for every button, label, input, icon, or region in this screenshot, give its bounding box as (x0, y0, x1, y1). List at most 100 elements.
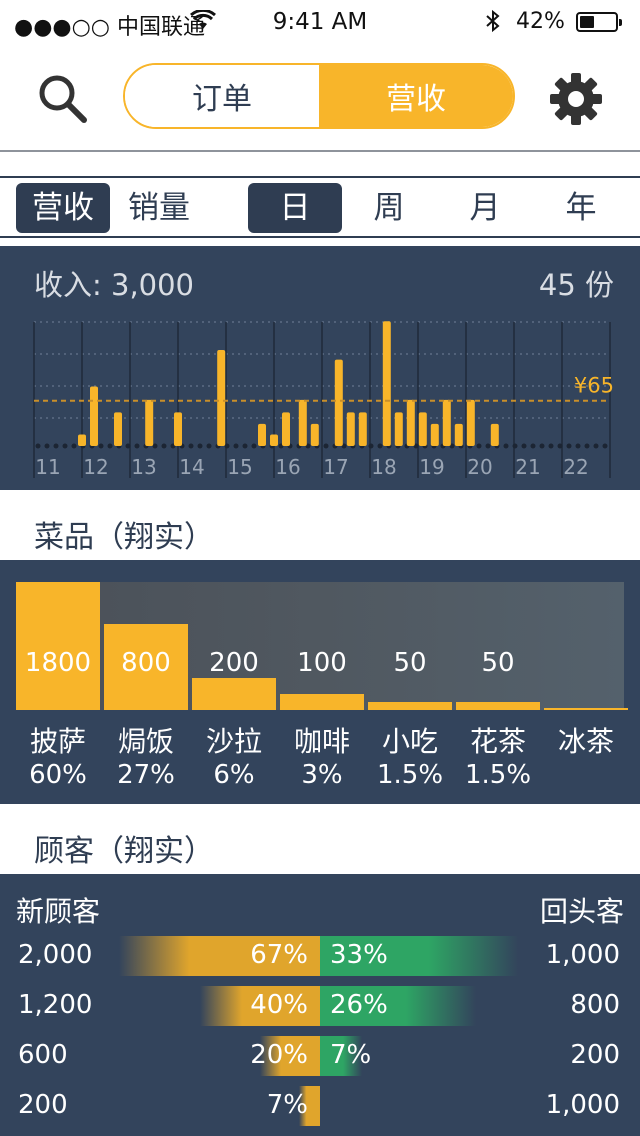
customer-row: 1,200 40% 26% 800 (0, 986, 640, 1026)
returning-customer-bar (320, 1036, 362, 1076)
dish-bar (192, 678, 276, 710)
dish-percent: 6% (213, 760, 255, 790)
tab-sales[interactable]: 销量 (128, 190, 190, 226)
dish-bar (456, 702, 540, 710)
baseline-dot (575, 443, 581, 449)
dish-percent: 60% (29, 760, 87, 790)
dish-name: 披萨 (29, 725, 86, 758)
baseline-dot (593, 443, 599, 449)
dish-name: 焗饭 (117, 725, 174, 758)
dish-bar-column: 800 (104, 582, 188, 710)
customer-row: 2,000 67% 33% 1,000 (0, 936, 640, 976)
tab-year[interactable]: 年 (565, 190, 597, 226)
baseline-dot (413, 443, 419, 449)
tab-revenue[interactable]: 营收 (16, 183, 110, 233)
baseline-dot (125, 443, 131, 449)
dish-bar (368, 702, 452, 710)
new-customer-bar (119, 936, 320, 976)
dishes-section-title: 菜品（翔实） (34, 520, 214, 555)
baseline-dot (512, 443, 518, 449)
baseline-dot (206, 443, 212, 449)
dish-name: 花茶 (469, 725, 526, 758)
baseline-dot (584, 443, 590, 449)
baseline-dot (485, 443, 491, 449)
x-tick-label: 15 (227, 455, 252, 479)
x-tick-label: 20 (467, 455, 492, 479)
chart-bar (442, 399, 451, 446)
dish-name: 咖啡 (293, 725, 350, 758)
customers-panel: 新顾客 回头客 2,000 67% 33% 1,000 1,200 40% 26% 800 60… (0, 874, 640, 1136)
chart-bar (454, 423, 463, 446)
dish-bar-column: 100 (280, 582, 364, 710)
baseline-dot (98, 443, 104, 449)
x-tick-label: 12 (83, 455, 108, 479)
baseline-dot (242, 443, 248, 449)
baseline-dot (197, 443, 203, 449)
chart-bar (174, 412, 182, 446)
returning-customer-count: 1,000 (545, 940, 620, 970)
new-customer-percent: 7% (266, 1090, 308, 1120)
tab-week[interactable]: 周 (373, 190, 405, 226)
dish-value: 800 (121, 648, 171, 678)
chart-bar (282, 412, 290, 446)
baseline-dot (323, 443, 329, 449)
segment-revenue[interactable]: 营收 (319, 65, 513, 127)
x-tick-label: 14 (179, 455, 204, 479)
customer-row: 600 20% 7% 200 (0, 1036, 640, 1076)
customers-section-title: 顾客（翔实） (34, 834, 214, 869)
battery-percent: 42% (516, 9, 565, 34)
x-tick-label: 22 (563, 455, 588, 479)
chart-bar (90, 386, 98, 446)
baseline-dot (602, 443, 608, 449)
average-line-label: ¥65 (574, 374, 614, 398)
chart-bar (114, 412, 122, 446)
dish-bar-column: 50 (456, 582, 540, 710)
new-customer-count: 1,200 (18, 990, 93, 1020)
header-bar: 订单 营收 (0, 44, 640, 152)
baseline-dot (377, 443, 383, 449)
bluetooth-icon (484, 9, 502, 39)
x-tick-label: 18 (371, 455, 396, 479)
new-customer-count: 2,000 (18, 940, 93, 970)
dish-bar-column: 50 (368, 582, 452, 710)
search-icon[interactable] (38, 74, 88, 124)
baseline-dot (134, 443, 140, 449)
dish-value: 50 (481, 648, 515, 678)
baseline-dot (368, 443, 374, 449)
chart-bar (358, 412, 367, 446)
dish-name: 冰茶 (557, 725, 614, 758)
chart-bar (298, 399, 307, 446)
baseline-dot (449, 443, 455, 449)
x-tick-label: 19 (419, 455, 444, 479)
dish-value: 100 (297, 648, 347, 678)
x-tick-label: 17 (323, 455, 348, 479)
baseline-dot (341, 443, 347, 449)
chart-bar (406, 399, 415, 446)
clock: 9:41 AM (272, 9, 368, 35)
baseline-dot (305, 443, 311, 449)
mode-segmented-control: 订单 营收 (123, 63, 515, 129)
returning-customer-bar (320, 986, 476, 1026)
chart-bar (270, 434, 278, 446)
baseline-dot (566, 443, 572, 449)
dish-name: 小吃 (381, 725, 438, 758)
tab-month[interactable]: 月 (469, 190, 501, 226)
gear-icon[interactable] (549, 72, 603, 126)
baseline-dot (539, 443, 545, 449)
chart-bar (490, 423, 499, 446)
chart-bar (334, 359, 343, 446)
dish-percent: 1.5% (464, 760, 532, 790)
new-customer-count: 200 (18, 1090, 68, 1120)
returning-customer-count: 1,000 (545, 1090, 620, 1120)
baseline-dot (251, 443, 257, 449)
chart-bar (217, 350, 226, 446)
chart-bar (258, 423, 266, 446)
carrier-label: ●●●○○ 中国联通 (14, 15, 205, 40)
baseline-dot (62, 443, 68, 449)
new-customer-percent: 67% (250, 940, 308, 970)
dish-bar-column: 200 (192, 582, 276, 710)
baseline-dot (188, 443, 194, 449)
baseline-dot (503, 443, 509, 449)
segment-orders[interactable]: 订单 (125, 65, 319, 127)
tab-day[interactable]: 日 (248, 183, 342, 233)
